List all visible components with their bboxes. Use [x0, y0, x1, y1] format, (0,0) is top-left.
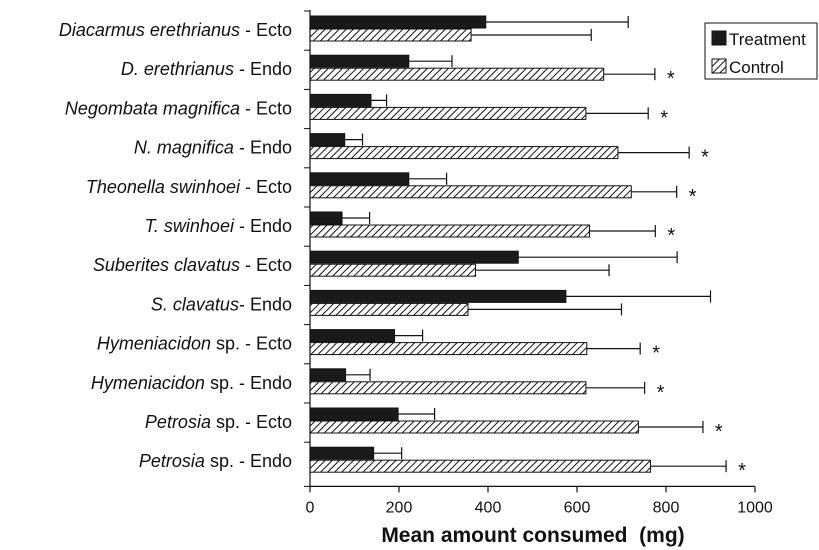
category-label: D. erethrianus - Endo — [121, 59, 292, 79]
significance-marker: * — [657, 382, 665, 404]
legend-swatch-treatment — [711, 30, 727, 46]
bar-treatment — [309, 211, 343, 225]
bar-control — [309, 302, 469, 316]
bar-treatment — [309, 54, 410, 68]
bar-treatment — [309, 407, 399, 421]
category-label: Theonella swinhoei - Ecto — [86, 177, 292, 197]
bar-control — [309, 459, 651, 473]
x-tick-label: 200 — [386, 499, 413, 516]
significance-marker: * — [689, 186, 697, 208]
significance-marker: * — [652, 343, 660, 365]
bar-control — [309, 146, 619, 160]
significance-marker: * — [667, 225, 675, 247]
bar-control — [309, 185, 632, 199]
category-label: S. clavatus- Endo — [151, 294, 292, 314]
bar-treatment — [309, 172, 410, 186]
x-tick-label: 400 — [475, 499, 502, 516]
bar-control — [309, 263, 477, 277]
legend: Treatment Control — [704, 22, 818, 80]
category-label: T. swinhoei - Endo — [145, 216, 292, 236]
significance-marker: * — [701, 147, 709, 169]
plot-area: Diacarmus erethrianus - Ecto * D. erethria… — [59, 10, 773, 516]
bar-treatment — [309, 93, 372, 107]
bar-control — [309, 420, 639, 434]
bar-control — [309, 342, 588, 356]
legend-label-control: Control — [729, 58, 784, 77]
bar-control — [309, 224, 590, 238]
bar-control — [309, 67, 605, 81]
legend-swatch-control — [711, 58, 727, 74]
significance-marker: * — [738, 460, 746, 482]
x-axis-title: Mean amount consumed (mg) — [381, 524, 684, 547]
bar-treatment — [309, 368, 347, 382]
x-tick-label: 1000 — [737, 499, 773, 516]
legend-label-treatment: Treatment — [729, 30, 806, 49]
bar-control — [309, 106, 587, 120]
bar-treatment — [309, 15, 487, 29]
bar-treatment — [309, 289, 567, 303]
significance-marker: * — [715, 421, 723, 443]
bar-treatment — [309, 446, 375, 460]
category-label: Petrosia sp. - Ecto — [145, 412, 292, 432]
x-tick-label: 800 — [653, 499, 680, 516]
category-label: N. magnifica - Endo — [134, 138, 292, 158]
category-label: Petrosia sp. - Endo — [139, 451, 292, 471]
bar-treatment — [309, 133, 346, 147]
category-label: Hymeniacidon sp. - Endo — [91, 373, 292, 393]
x-tick-label: 600 — [564, 499, 591, 516]
significance-marker: * — [667, 68, 675, 90]
category-label: Diacarmus erethrianus - Ecto — [59, 20, 292, 40]
bar-control — [309, 28, 472, 42]
significance-marker: * — [660, 107, 668, 129]
bar-treatment — [309, 329, 396, 343]
category-label: Negombata magnifica - Ecto — [65, 98, 292, 118]
bar-control — [309, 381, 587, 395]
bar-treatment — [309, 250, 519, 264]
category-label: Suberites clavatus - Ecto — [93, 255, 292, 275]
x-tick-label: 0 — [306, 499, 315, 516]
category-label: Hymeniacidon sp. - Ecto — [97, 334, 292, 354]
